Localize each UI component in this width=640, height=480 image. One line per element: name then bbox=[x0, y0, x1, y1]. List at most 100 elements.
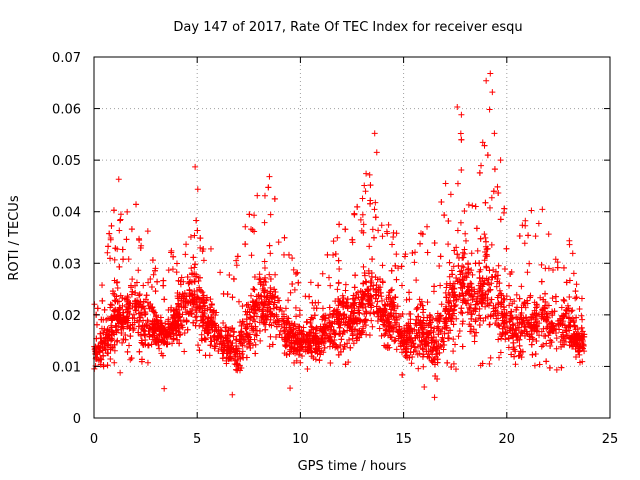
data-point bbox=[144, 228, 151, 235]
data-point bbox=[420, 363, 427, 370]
data-point bbox=[378, 316, 385, 323]
data-point bbox=[573, 314, 580, 321]
data-point bbox=[204, 330, 211, 337]
data-point bbox=[110, 307, 117, 314]
data-point bbox=[481, 257, 488, 264]
data-point bbox=[409, 328, 416, 335]
data-point bbox=[482, 234, 489, 241]
data-point bbox=[363, 170, 370, 177]
data-point bbox=[239, 318, 246, 325]
data-point bbox=[326, 330, 333, 337]
x-tick-label: 10 bbox=[292, 432, 309, 447]
data-point bbox=[94, 305, 101, 312]
data-point bbox=[186, 279, 193, 286]
data-point bbox=[506, 302, 513, 309]
data-point bbox=[327, 326, 334, 333]
data-point bbox=[438, 198, 445, 205]
data-point bbox=[261, 258, 268, 265]
data-point bbox=[276, 306, 283, 313]
data-point bbox=[447, 280, 454, 287]
data-point bbox=[288, 346, 295, 353]
data-point bbox=[519, 222, 526, 229]
data-point bbox=[229, 391, 236, 398]
data-point bbox=[342, 226, 349, 233]
data-point bbox=[104, 326, 111, 333]
data-point bbox=[468, 292, 475, 299]
data-point bbox=[121, 295, 128, 302]
data-point bbox=[573, 294, 580, 301]
data-point bbox=[336, 320, 343, 327]
data-point bbox=[505, 335, 512, 342]
data-point bbox=[517, 312, 524, 319]
data-point bbox=[298, 335, 305, 342]
data-point bbox=[234, 253, 241, 260]
data-point bbox=[419, 309, 426, 316]
data-point bbox=[194, 294, 201, 301]
data-point bbox=[560, 331, 567, 338]
data-point bbox=[343, 299, 350, 306]
data-point bbox=[208, 314, 215, 321]
data-point bbox=[378, 222, 385, 229]
data-point bbox=[436, 312, 443, 319]
data-point bbox=[500, 295, 507, 302]
data-point bbox=[413, 277, 420, 284]
data-point bbox=[337, 342, 344, 349]
data-point bbox=[209, 327, 216, 334]
data-point bbox=[350, 319, 357, 326]
data-point bbox=[411, 259, 418, 266]
data-point bbox=[490, 188, 497, 195]
data-point bbox=[486, 267, 493, 274]
data-point bbox=[464, 266, 471, 273]
data-point bbox=[399, 371, 406, 378]
data-point bbox=[178, 274, 185, 281]
data-point bbox=[477, 280, 484, 287]
data-point bbox=[568, 308, 575, 315]
data-point bbox=[570, 270, 577, 277]
data-point bbox=[437, 282, 444, 289]
data-point bbox=[483, 77, 490, 84]
data-point bbox=[377, 289, 384, 296]
data-point bbox=[467, 323, 474, 330]
data-point bbox=[537, 294, 544, 301]
data-point bbox=[469, 202, 476, 209]
data-point bbox=[545, 323, 552, 330]
data-point bbox=[99, 297, 106, 304]
data-point bbox=[372, 214, 379, 221]
data-point bbox=[148, 283, 155, 290]
data-point bbox=[512, 325, 519, 332]
data-point bbox=[364, 286, 371, 293]
data-point bbox=[247, 314, 254, 321]
data-point bbox=[146, 331, 153, 338]
data-point bbox=[176, 325, 183, 332]
data-point bbox=[403, 296, 410, 303]
data-point bbox=[151, 318, 158, 325]
data-point bbox=[274, 317, 281, 324]
data-point bbox=[572, 295, 579, 302]
data-point bbox=[365, 293, 372, 300]
data-point bbox=[271, 293, 278, 300]
data-point bbox=[98, 338, 105, 345]
data-point bbox=[210, 333, 217, 340]
data-point bbox=[379, 262, 386, 269]
data-point bbox=[349, 332, 356, 339]
data-point bbox=[359, 195, 366, 202]
data-point bbox=[294, 346, 301, 353]
data-point bbox=[326, 343, 333, 350]
data-point bbox=[184, 274, 191, 281]
data-point bbox=[238, 328, 245, 335]
data-point bbox=[251, 286, 258, 293]
data-point bbox=[345, 322, 352, 329]
data-point bbox=[406, 310, 413, 317]
data-point bbox=[128, 226, 135, 233]
data-point bbox=[566, 241, 573, 248]
data-point bbox=[133, 279, 140, 286]
data-point bbox=[133, 303, 140, 310]
data-point bbox=[258, 299, 265, 306]
data-point bbox=[403, 334, 410, 341]
data-point bbox=[322, 315, 329, 322]
data-point bbox=[207, 317, 214, 324]
data-point bbox=[504, 329, 511, 336]
data-point bbox=[360, 263, 367, 270]
data-point bbox=[225, 356, 232, 363]
data-point bbox=[305, 346, 312, 353]
